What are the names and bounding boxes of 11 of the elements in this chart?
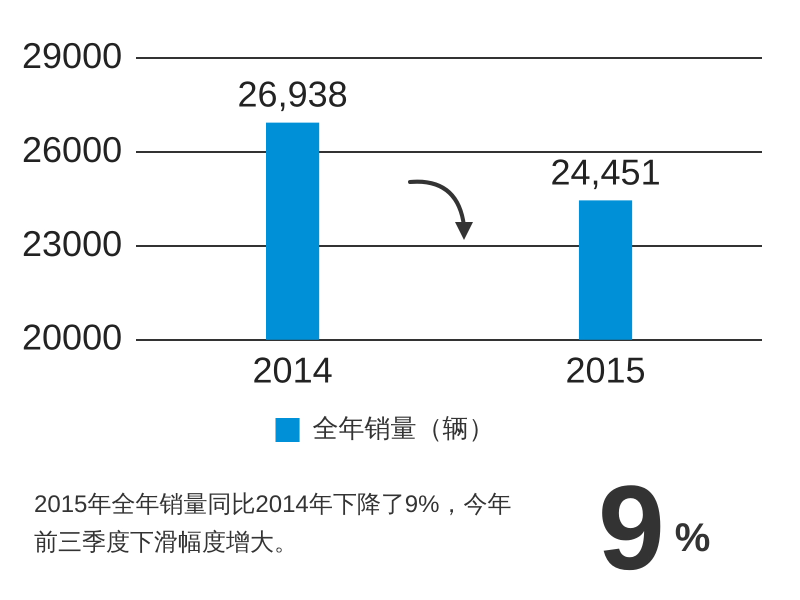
data-label: 24,451	[550, 151, 661, 192]
x-tick-label: 2015	[565, 349, 646, 390]
x-tick-label: 2014	[252, 349, 333, 390]
data-label: 26,938	[238, 73, 348, 114]
y-tick-label: 23000	[22, 222, 122, 264]
legend-label: 全年销量（辆）	[312, 413, 494, 444]
y-tick-label: 29000	[22, 34, 122, 76]
text: 2015年全年销量同比2014年下降了9%，今年前三季度下滑幅度增大。	[34, 490, 512, 558]
text: 9$^{%}$	[598, 461, 710, 594]
y-tick-label: 20000	[22, 316, 122, 358]
y-tick-label: 26000	[22, 128, 122, 170]
